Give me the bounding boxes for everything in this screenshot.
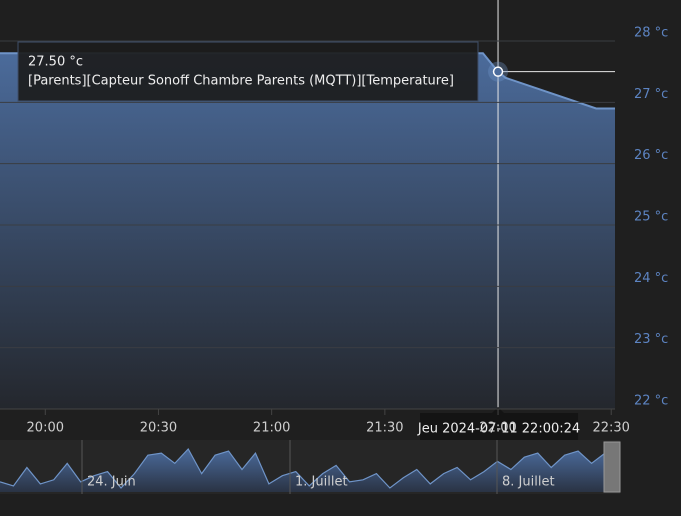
y-tick-label: 25 °c — [634, 210, 668, 225]
navigator-line — [0, 447, 606, 489]
tooltip-series: [Parents][Capteur Sonoff Chambre Parents… — [28, 74, 454, 89]
y-tick-label: 22 °c — [634, 394, 668, 409]
tooltip-value: 27.50 °c — [28, 55, 83, 70]
x-tick-label: 20:00 — [27, 421, 64, 436]
tooltip-box — [17, 41, 479, 102]
x-tick-label: 21:30 — [366, 421, 403, 436]
y-tick-label: 24 °c — [634, 271, 668, 286]
y-tick-label: 23 °c — [634, 332, 668, 347]
x-tick-label: 22:30 — [592, 421, 629, 436]
navigator-label: 1. Juillet — [295, 475, 348, 490]
navigator-label: 24. Juin — [87, 475, 136, 490]
crosshair-label-box — [420, 413, 579, 445]
x-tick-label: 22:00 — [479, 421, 516, 436]
x-tick-label: 21:00 — [253, 421, 290, 436]
navigator-handle — [603, 441, 621, 493]
hover-point — [492, 66, 504, 77]
y-tick-label: 28 °c — [634, 26, 668, 41]
navigator-area — [0, 449, 605, 492]
crosshair-label: Jeu 2024-07-11 22:00:24 — [417, 422, 580, 437]
y-tick-label: 26 °c — [634, 148, 668, 163]
area — [0, 53, 615, 410]
navigator-label: 8. Juillet — [502, 475, 555, 490]
y-tick-label: 27 °c — [634, 87, 668, 102]
x-tick-label: 20:30 — [140, 421, 177, 436]
